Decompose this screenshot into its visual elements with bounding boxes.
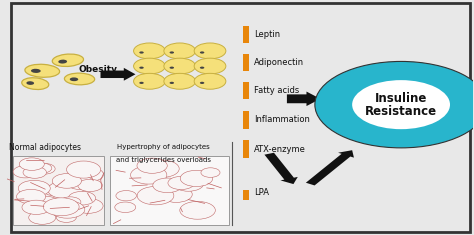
Circle shape — [168, 176, 194, 190]
Circle shape — [352, 80, 450, 129]
FancyBboxPatch shape — [243, 26, 249, 43]
Circle shape — [68, 191, 96, 205]
Circle shape — [180, 170, 213, 187]
Circle shape — [51, 188, 68, 197]
Ellipse shape — [27, 81, 34, 85]
FancyBboxPatch shape — [243, 111, 249, 129]
Text: Resistance: Resistance — [365, 105, 437, 118]
Text: Inflammation: Inflammation — [254, 115, 310, 124]
Circle shape — [73, 199, 103, 213]
FancyBboxPatch shape — [243, 82, 249, 99]
Text: Normal adipocytes: Normal adipocytes — [9, 143, 81, 152]
Circle shape — [52, 174, 82, 188]
Circle shape — [315, 61, 474, 148]
Circle shape — [78, 179, 102, 192]
FancyBboxPatch shape — [13, 156, 104, 225]
Text: and triglycerides overloads: and triglycerides overloads — [116, 157, 211, 163]
Ellipse shape — [170, 82, 174, 84]
Ellipse shape — [194, 43, 226, 59]
Circle shape — [48, 181, 83, 199]
Ellipse shape — [22, 78, 49, 90]
Text: Adiponectin: Adiponectin — [254, 58, 304, 67]
Circle shape — [153, 185, 171, 194]
Circle shape — [44, 201, 64, 211]
Text: Fatty acids: Fatty acids — [254, 86, 300, 95]
Circle shape — [19, 158, 44, 170]
Circle shape — [18, 180, 50, 196]
FancyArrow shape — [264, 153, 298, 184]
Circle shape — [201, 168, 220, 177]
Ellipse shape — [170, 51, 174, 54]
Circle shape — [29, 211, 55, 224]
Circle shape — [67, 176, 94, 190]
Circle shape — [75, 167, 103, 181]
Circle shape — [68, 168, 98, 183]
Ellipse shape — [164, 43, 196, 59]
Ellipse shape — [134, 58, 165, 74]
Circle shape — [145, 160, 179, 177]
FancyArrow shape — [287, 92, 320, 106]
Circle shape — [66, 161, 100, 178]
Circle shape — [160, 186, 192, 202]
Ellipse shape — [134, 73, 165, 89]
Ellipse shape — [170, 67, 174, 69]
Text: ATX-enzyme: ATX-enzyme — [254, 145, 306, 153]
Circle shape — [180, 201, 215, 219]
Text: Hypertrophy of adipocytes: Hypertrophy of adipocytes — [117, 144, 210, 150]
Ellipse shape — [164, 58, 196, 74]
Circle shape — [73, 168, 91, 177]
Text: LPA: LPA — [254, 188, 269, 197]
Text: Obesity: Obesity — [79, 65, 118, 74]
Circle shape — [23, 167, 46, 178]
Ellipse shape — [139, 82, 144, 84]
Circle shape — [60, 197, 81, 208]
FancyBboxPatch shape — [243, 54, 249, 71]
Circle shape — [44, 185, 65, 196]
Circle shape — [13, 166, 37, 178]
Ellipse shape — [58, 60, 67, 63]
Ellipse shape — [64, 73, 95, 85]
Circle shape — [32, 163, 52, 173]
Circle shape — [56, 212, 76, 222]
Circle shape — [32, 196, 59, 209]
Circle shape — [116, 191, 137, 201]
Ellipse shape — [31, 69, 41, 73]
FancyArrow shape — [306, 150, 354, 185]
FancyBboxPatch shape — [110, 156, 228, 225]
Ellipse shape — [139, 51, 144, 54]
Circle shape — [115, 202, 136, 212]
Circle shape — [137, 186, 174, 205]
FancyBboxPatch shape — [243, 140, 249, 158]
Circle shape — [17, 189, 46, 204]
Text: Leptin: Leptin — [254, 30, 281, 39]
Ellipse shape — [70, 77, 78, 81]
Circle shape — [43, 198, 79, 216]
Circle shape — [130, 166, 167, 184]
Ellipse shape — [194, 58, 226, 74]
FancyArrow shape — [100, 68, 136, 81]
Circle shape — [62, 203, 82, 213]
Ellipse shape — [200, 51, 204, 54]
Ellipse shape — [194, 73, 226, 89]
Text: Insuline: Insuline — [375, 92, 427, 105]
Ellipse shape — [139, 67, 144, 69]
Circle shape — [173, 176, 204, 191]
Ellipse shape — [52, 54, 83, 67]
Ellipse shape — [25, 64, 60, 77]
Circle shape — [153, 178, 182, 193]
Ellipse shape — [200, 82, 204, 84]
Ellipse shape — [200, 67, 204, 69]
Circle shape — [34, 163, 55, 174]
Circle shape — [22, 200, 50, 215]
Circle shape — [50, 201, 85, 218]
Ellipse shape — [164, 73, 196, 89]
Ellipse shape — [134, 43, 165, 59]
Circle shape — [137, 158, 167, 173]
FancyBboxPatch shape — [243, 190, 249, 200]
